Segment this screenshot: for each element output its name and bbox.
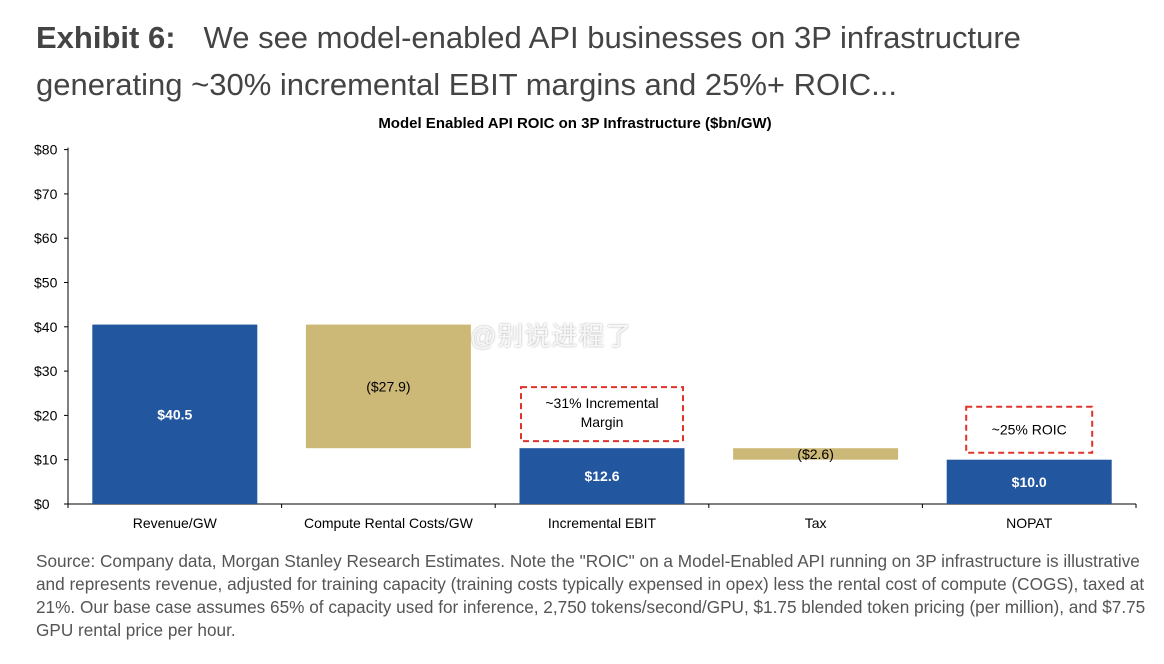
data-label: ($2.6) xyxy=(797,446,834,462)
annotation-text: ~25% ROIC xyxy=(992,422,1067,438)
data-label: $10.0 xyxy=(1012,474,1047,490)
y-tick-label: $30 xyxy=(34,363,58,379)
y-tick-label: $80 xyxy=(34,142,58,158)
bar-tax xyxy=(733,448,899,460)
y-tick-label: $60 xyxy=(34,230,58,246)
annotation-text: Margin xyxy=(581,414,624,430)
data-label: ($27.9) xyxy=(366,378,410,394)
exhibit-heading: Exhibit 6: We see model-enabled API busin… xyxy=(36,14,1146,108)
exhibit-title: We see model-enabled API businesses on 3… xyxy=(36,20,1021,102)
annotation-box xyxy=(520,386,684,443)
y-tick-label: $0 xyxy=(34,496,50,512)
bar-compute-rental-costs-gw xyxy=(305,324,471,449)
bar-revenue-gw xyxy=(92,324,258,504)
annotation-text: ~31% Incremental xyxy=(545,395,658,411)
y-tick-label: $40 xyxy=(34,319,58,335)
chart-title: Model Enabled API ROIC on 3P Infrastruct… xyxy=(378,115,772,132)
x-category-label: Revenue/GW xyxy=(133,515,218,531)
x-category-label: Compute Rental Costs/GW xyxy=(304,515,474,531)
bar-nopat xyxy=(946,459,1112,504)
y-tick-label: $50 xyxy=(34,275,58,291)
y-tick-label: $70 xyxy=(34,186,58,202)
x-category-label: Tax xyxy=(805,515,827,531)
waterfall-chart: $0 $10 $20 $30 $40 $50 $60 $70 $80 $40.5 ($27.9) $1… xyxy=(34,142,1137,531)
data-label: $12.6 xyxy=(584,468,619,484)
source-note: Source: Company data, Morgan Stanley Res… xyxy=(36,551,1146,640)
exhibit-label: Exhibit 6: xyxy=(36,20,176,55)
y-tick-label: $10 xyxy=(34,452,58,468)
bar-incremental-ebit xyxy=(519,448,685,504)
y-tick-label: $20 xyxy=(34,407,58,423)
x-category-label: Incremental EBIT xyxy=(548,515,657,531)
data-label: $40.5 xyxy=(157,406,192,422)
watermark-text: @别说进程了 xyxy=(470,321,633,351)
x-category-label: NOPAT xyxy=(1006,515,1053,531)
annotation-box xyxy=(965,405,1094,454)
